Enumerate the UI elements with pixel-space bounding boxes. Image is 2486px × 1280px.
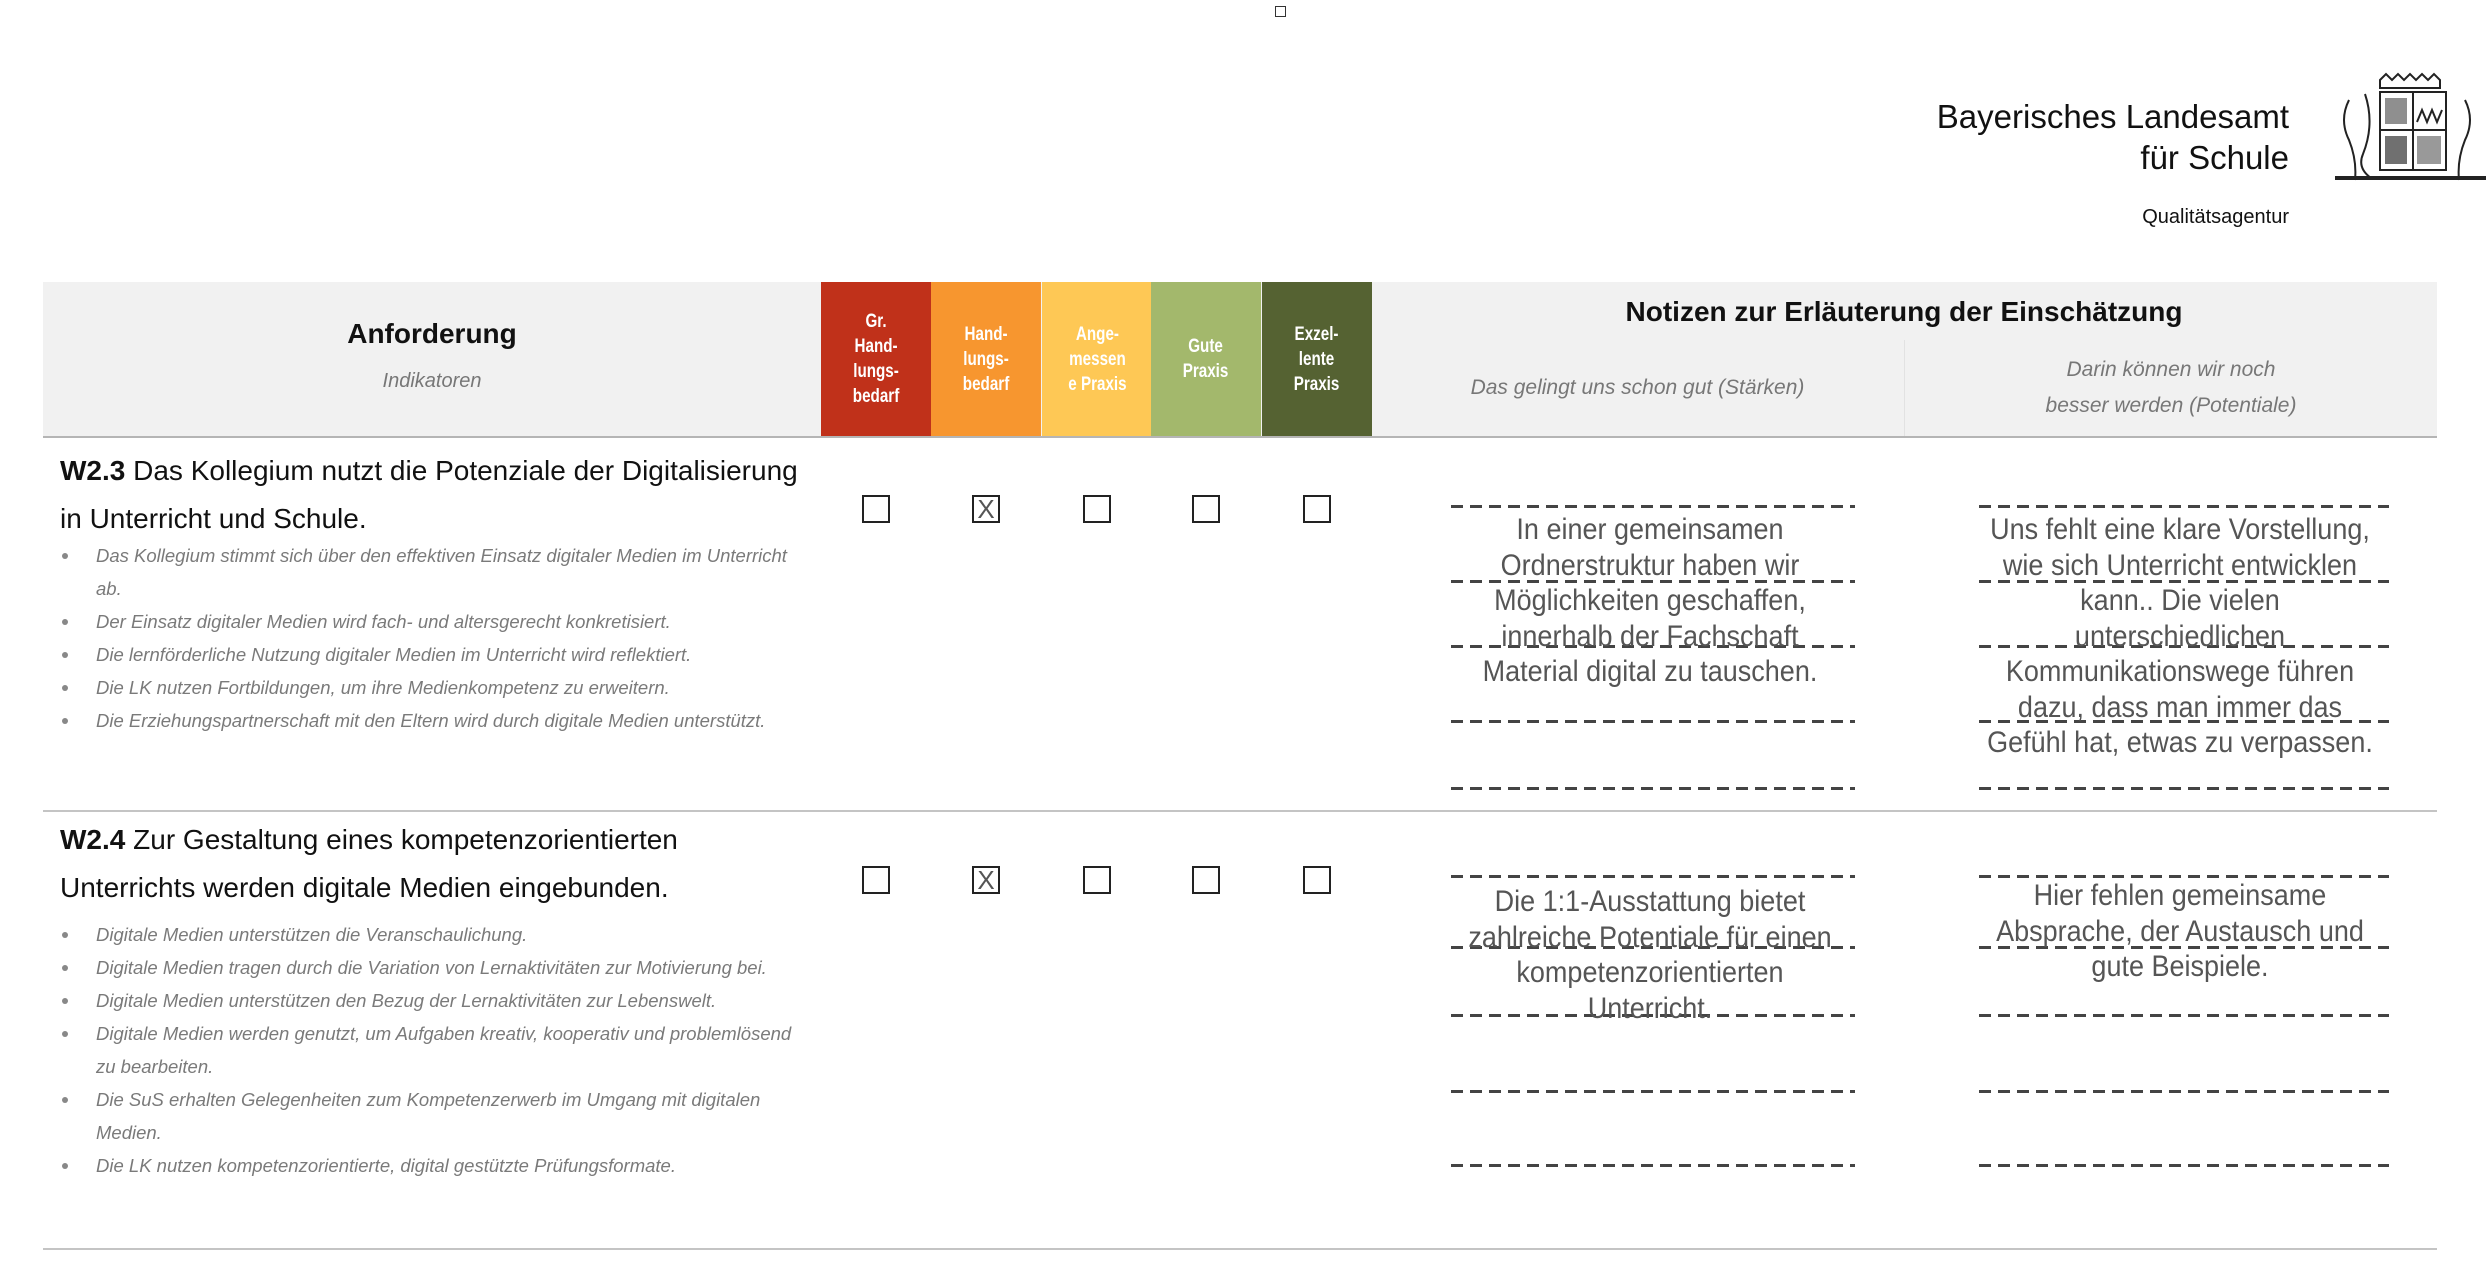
answer-line [1979,946,2389,949]
org-name-line1: Bayerisches Landesamt [1936,98,2289,135]
notes-strengths-header: Das gelingt uns schon gut (Stärken) [1470,376,1805,399]
notes-column-title: Notizen zur Erläuterung der Einschätzung [1625,296,2183,327]
answer-line [1979,875,2389,878]
org-name-line2: für Schule [2140,139,2289,176]
requirement-column-subtitle: Indikatoren [382,370,482,392]
requirement-code: W2.4 [60,824,126,855]
indicator-item: Digitale Medien unterstützen den Bezug d… [60,984,800,1017]
rating-checkbox[interactable] [1083,495,1111,523]
notes-potentials-header: Darin können wir noch besser werden (Pot… [1905,340,2437,436]
answer-line [1979,1164,2389,1167]
rating-checkbox[interactable]: X [972,495,1000,523]
potentials-note[interactable]: Uns fehlt eine klare Vorstellung, wie si… [1987,513,2373,759]
indicator-item: Digitale Medien tragen durch die Variati… [60,951,800,984]
rating-column-header-3: Gute Praxis [1151,282,1261,436]
answer-line [1979,645,2389,648]
row-divider [43,1248,2437,1250]
agency-label: Qualitätsagentur [2142,206,2289,228]
rating-column-header-4: Exzel-lente Praxis [1262,282,1372,436]
rating-checkbox[interactable] [1192,495,1220,523]
indicator-item: Die LK nutzen kompetenzorientierte, digi… [60,1149,800,1182]
rating-checkbox[interactable] [1303,866,1331,894]
rating-checkbox[interactable]: X [972,866,1000,894]
indicator-list: Digitale Medien unterstützen die Veransc… [60,918,800,1182]
answer-line [1979,580,2389,583]
indicator-item: Das Kollegium stimmt sich über den effek… [60,539,800,605]
rating-label: Gute Praxis [1183,336,1229,382]
rating-label: Hand-lungs-bedarf [962,323,1010,395]
indicator-item: Digitale Medien werden genutzt, um Aufga… [60,1017,800,1083]
bavarian-coat-of-arms-icon [2335,72,2486,181]
requirement-text: Das Kollegium nutzt die Potenziale der D… [60,455,798,534]
rating-checkbox[interactable] [1192,866,1220,894]
answer-line [1451,580,1855,583]
indicator-item: Digitale Medien unterstützen die Veransc… [60,918,800,951]
answer-line [1451,720,1855,723]
rating-label: Gr. Hand-lungs-bedarf [852,311,900,407]
indicator-item: Die lernförderliche Nutzung digitaler Me… [60,638,800,671]
answer-line [1979,505,2389,508]
table-header: Anforderung Indikatoren Gr. Hand-lungs-be… [43,282,2437,438]
rating-label: Exzel-lente Praxis [1294,323,1340,395]
answer-line [1451,505,1855,508]
indicator-item: Die LK nutzen Fortbildungen, um ihre Med… [60,671,800,704]
rating-checkbox[interactable] [1083,866,1111,894]
requirement-title: W2.3 Das Kollegium nutzt die Potenziale … [60,447,800,543]
indicator-item: Die SuS erhalten Gelegenheiten zum Kompe… [60,1083,800,1149]
strengths-note[interactable]: In einer gemeinsamen Ordnerstruktur habe… [1482,513,1818,688]
requirement-title: W2.4 Zur Gestaltung eines kompetenzorien… [60,816,800,912]
rating-checkbox[interactable] [862,495,890,523]
answer-line [1979,720,2389,723]
answer-line [1451,875,1855,878]
rating-checkbox[interactable] [862,866,890,894]
anchor-marker [1275,6,1286,17]
rating-column-header-2: Ange-messen e Praxis [1042,282,1152,436]
requirement-code: W2.3 [60,455,126,486]
answer-line [1451,787,1855,790]
row-divider [43,810,2437,812]
answer-line [1451,1014,1855,1017]
indicator-item: Die Erziehungspartnerschaft mit den Elte… [60,704,800,737]
potentials-note[interactable]: Hier fehlen gemeinsame Absprache, der Au… [1996,879,2364,983]
notes-divider [1904,340,1905,436]
requirement-column-title: Anforderung [347,318,517,349]
indicator-list: Das Kollegium stimmt sich über den effek… [60,539,800,737]
answer-line [1979,1014,2389,1017]
answer-line [1451,645,1855,648]
notes-potentials-header-text: Darin können wir noch besser werden (Pot… [2045,358,2297,417]
rating-column-header-0: Gr. Hand-lungs-bedarf [821,282,931,436]
answer-line [1979,787,2389,790]
answer-line [1979,1090,2389,1093]
requirement-text: Zur Gestaltung eines kompetenzorientiert… [60,824,678,903]
rating-column-header-1: Hand-lungs-bedarf [931,282,1041,436]
answer-line [1451,946,1855,949]
answer-line [1451,1164,1855,1167]
answer-line [1451,1090,1855,1093]
rating-checkbox[interactable] [1303,495,1331,523]
rating-label: Ange-messen e Praxis [1067,323,1127,395]
indicator-item: Der Einsatz digitaler Medien wird fach- … [60,605,800,638]
strengths-note[interactable]: Die 1:1-Ausstattung bietet zahlreiche Po… [1468,885,1832,1025]
